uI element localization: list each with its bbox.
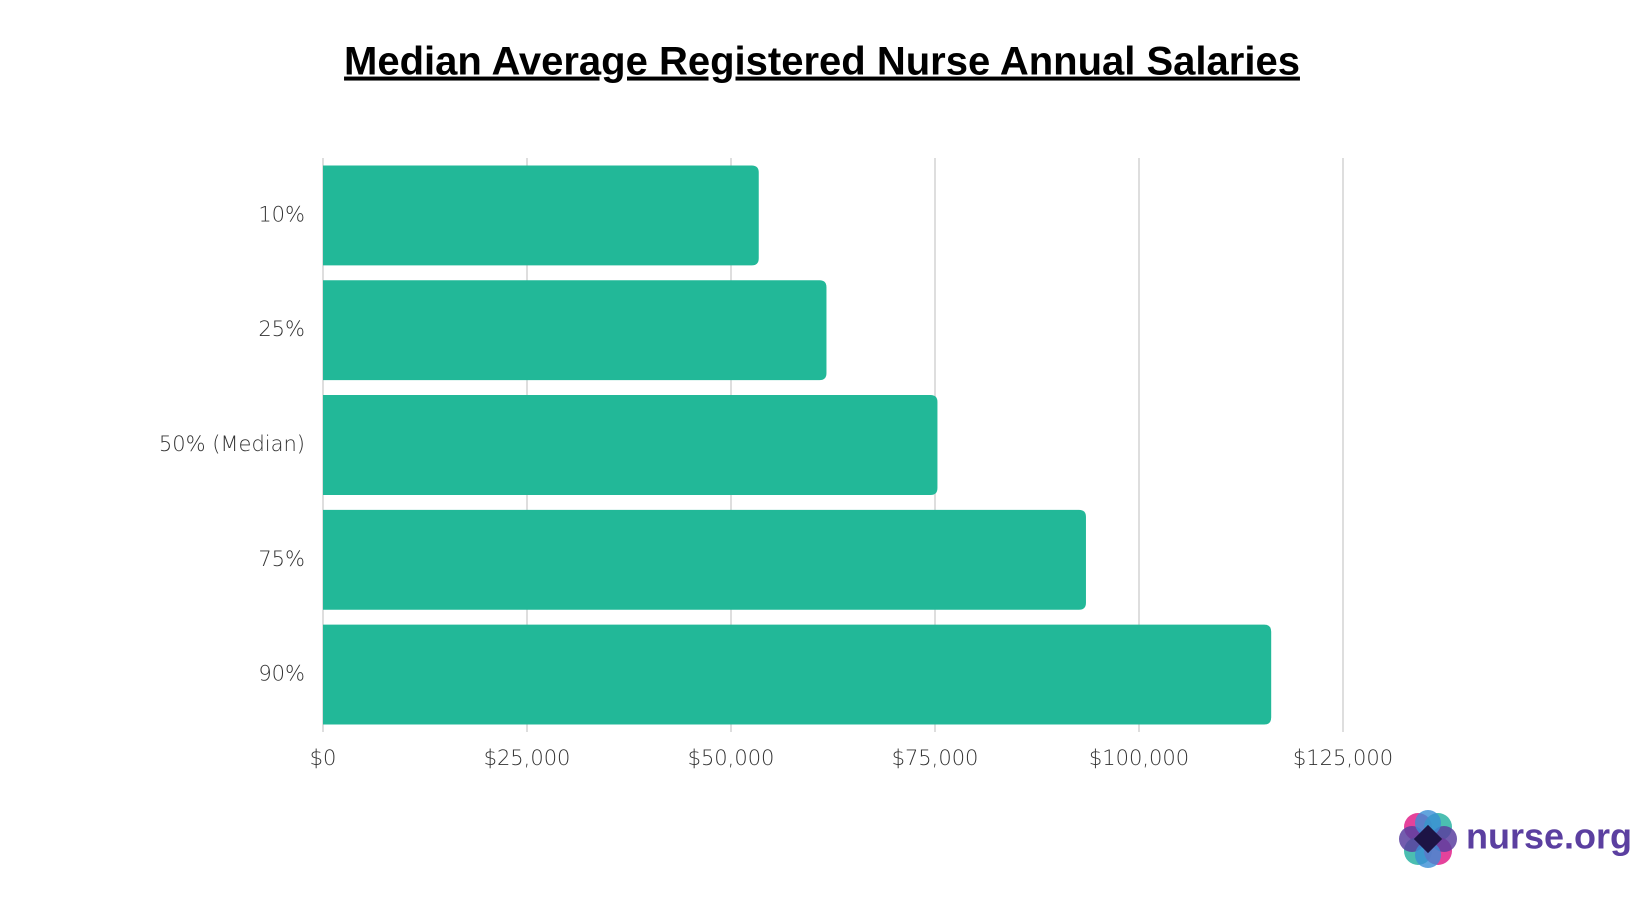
y-tick-label: 50% (Median): [159, 432, 305, 456]
x-tick-label: $75,000: [892, 746, 979, 770]
x-tick-label: $50,000: [688, 746, 775, 770]
y-tick-label: 25%: [258, 317, 305, 341]
y-tick-label: 10%: [258, 202, 305, 226]
chart-title: Median Average Registered Nurse Annual S…: [344, 40, 1300, 84]
x-tick-label: $100,000: [1089, 746, 1189, 770]
bar: [323, 624, 1272, 725]
x-tick-label: $125,000: [1293, 746, 1393, 770]
x-tick-label: $0: [310, 746, 337, 770]
logo-text: nurse.org: [1466, 816, 1632, 857]
bar: [323, 165, 759, 266]
bar: [323, 509, 1086, 610]
bar: [323, 280, 827, 381]
logo-icon: [1399, 810, 1457, 868]
bar: [323, 395, 938, 495]
x-tick-label: $25,000: [484, 746, 571, 770]
y-tick-label: 75%: [258, 547, 305, 571]
y-tick-label: 90%: [258, 662, 305, 686]
